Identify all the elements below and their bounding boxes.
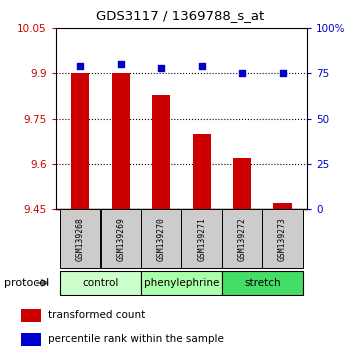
Bar	[233, 158, 251, 209]
Bar	[222, 270, 303, 295]
Text: GSM139270: GSM139270	[157, 217, 166, 261]
Bar	[152, 95, 170, 209]
Bar	[60, 270, 141, 295]
Text: GSM139269: GSM139269	[116, 217, 125, 261]
Point	[239, 71, 245, 76]
Text: percentile rank within the sample: percentile rank within the sample	[48, 335, 223, 344]
Bar	[141, 209, 181, 268]
Bar	[112, 74, 130, 209]
Point	[199, 63, 205, 69]
Text: stretch: stretch	[244, 278, 280, 288]
Text: GSM139271: GSM139271	[197, 217, 206, 261]
Text: GSM139268: GSM139268	[76, 217, 85, 261]
Bar	[21, 333, 41, 346]
Text: GDS3117 / 1369788_s_at: GDS3117 / 1369788_s_at	[96, 9, 265, 22]
Point	[158, 65, 164, 71]
Bar	[100, 209, 141, 268]
Bar	[141, 270, 222, 295]
Point	[77, 63, 83, 69]
Bar	[262, 209, 303, 268]
Bar	[21, 309, 41, 322]
Text: protocol: protocol	[4, 278, 49, 288]
Text: control: control	[82, 278, 119, 288]
Bar	[71, 74, 89, 209]
Bar	[274, 203, 292, 209]
Bar	[192, 134, 211, 209]
Point	[280, 71, 286, 76]
Text: phenylephrine: phenylephrine	[144, 278, 219, 288]
Bar	[60, 209, 100, 268]
Point	[118, 62, 123, 67]
Text: GSM139273: GSM139273	[278, 217, 287, 261]
Bar	[222, 209, 262, 268]
Text: transformed count: transformed count	[48, 310, 145, 320]
Bar	[182, 209, 222, 268]
Text: GSM139272: GSM139272	[238, 217, 247, 261]
